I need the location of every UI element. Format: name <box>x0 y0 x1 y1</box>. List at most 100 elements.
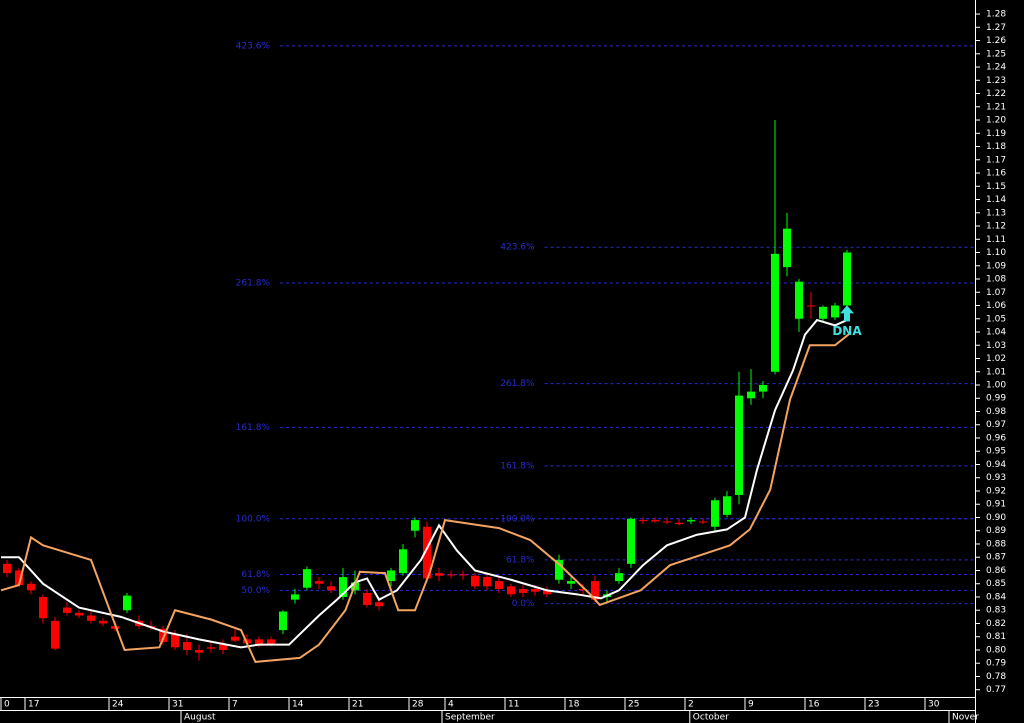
candle-body <box>795 281 803 319</box>
candle-body <box>687 520 695 522</box>
candle-body <box>291 594 299 600</box>
candle-body <box>219 644 227 650</box>
y-tick-label: 0.92 <box>986 486 1006 496</box>
candle-body <box>675 522 683 525</box>
fib-label: 100.0% <box>236 514 271 524</box>
y-tick-label: 1.14 <box>986 195 1006 205</box>
candle-body <box>783 228 791 268</box>
x-tick-label: 18 <box>568 700 580 710</box>
y-tick-label: 1.18 <box>986 142 1006 152</box>
y-tick-label: 0.87 <box>986 553 1006 563</box>
fib-label: 61.8% <box>506 555 535 565</box>
month-label: Nover <box>952 713 979 723</box>
candle-body <box>15 570 23 586</box>
candle-body <box>159 628 167 643</box>
candle-body <box>651 520 659 522</box>
y-tick-label: 0.86 <box>986 566 1006 576</box>
candle-body <box>39 596 47 619</box>
candle-body <box>87 615 95 621</box>
y-tick-label: 0.98 <box>986 407 1006 417</box>
y-tick-label: 1.02 <box>986 354 1006 364</box>
candle-body <box>831 305 839 318</box>
line-series <box>1 318 848 649</box>
y-tick-label: 0.83 <box>986 606 1006 616</box>
x-tick-label: 2 <box>688 700 694 710</box>
fib-label: 261.8% <box>236 278 271 288</box>
y-tick-label: 1.22 <box>986 89 1006 99</box>
y-tick-label: 1.01 <box>986 367 1006 377</box>
annotation-text: DNA <box>832 324 862 338</box>
fib-label: 61.8% <box>241 570 270 580</box>
candle-body <box>615 573 623 582</box>
fib-label: 423.6% <box>236 41 271 51</box>
fib-label: 161.8% <box>500 461 535 471</box>
y-tick-label: 1.11 <box>986 235 1006 245</box>
candle-body <box>639 520 647 522</box>
month-label: October <box>693 713 729 723</box>
candle-body <box>555 559 563 580</box>
candle-body <box>471 575 479 587</box>
y-tick-label: 1.25 <box>986 49 1006 59</box>
candle-body <box>435 573 443 576</box>
candle-body <box>171 634 179 648</box>
x-tick-label: 7 <box>232 700 238 710</box>
candle-body <box>123 595 131 611</box>
candle-body <box>711 500 719 527</box>
y-tick-label: 1.00 <box>986 380 1006 390</box>
y-tick-label: 1.08 <box>986 275 1006 285</box>
candle-body <box>579 589 587 591</box>
candle-body <box>3 563 11 574</box>
y-tick-label: 1.20 <box>986 116 1006 126</box>
x-tick-label: 0 <box>4 700 10 710</box>
y-tick-label: 1.21 <box>986 102 1006 112</box>
candle-body <box>747 391 755 399</box>
x-tick-label: 4 <box>448 700 454 710</box>
y-tick-label: 1.27 <box>986 23 1006 33</box>
candle-body <box>819 306 827 319</box>
y-tick-label: 1.15 <box>986 182 1006 192</box>
candle-body <box>339 577 347 597</box>
x-tick-label: 11 <box>508 700 519 710</box>
x-tick-label: 31 <box>172 700 183 710</box>
x-tick-label: 23 <box>868 700 879 710</box>
y-tick-label: 0.82 <box>986 619 1006 629</box>
y-tick-label: 0.85 <box>986 579 1006 589</box>
y-tick-label: 1.23 <box>986 76 1006 86</box>
candle-body <box>699 521 707 523</box>
candle-body <box>483 577 491 587</box>
candle-body <box>843 252 851 306</box>
fib-label: 161.8% <box>236 423 271 433</box>
y-tick-label: 1.28 <box>986 10 1006 20</box>
y-tick-label: 0.91 <box>986 500 1006 510</box>
y-tick-label: 1.03 <box>986 341 1006 351</box>
y-tick-label: 0.90 <box>986 513 1006 523</box>
candle-body <box>423 526 431 579</box>
candle-body <box>723 496 731 515</box>
y-tick-label: 1.13 <box>986 208 1006 218</box>
candle-body <box>507 586 515 595</box>
y-tick-label: 0.88 <box>986 539 1006 549</box>
candle-body <box>399 549 407 574</box>
fib-label: 50.0% <box>241 586 270 596</box>
y-tick-label: 1.12 <box>986 222 1006 232</box>
annotation-arrow <box>840 305 854 322</box>
x-tick-label: 25 <box>628 700 639 710</box>
x-tick-label: 17 <box>28 700 39 710</box>
candle-body <box>447 574 455 576</box>
y-tick-label: 1.17 <box>986 155 1006 165</box>
candle-body <box>315 581 323 584</box>
x-tick-label: 9 <box>748 700 754 710</box>
x-tick-label: 30 <box>928 700 940 710</box>
x-tick-label: 28 <box>412 700 424 710</box>
y-tick-label: 0.96 <box>986 433 1006 443</box>
month-label: August <box>184 713 216 723</box>
y-tick-label: 1.19 <box>986 129 1006 139</box>
candle-body <box>567 581 575 584</box>
candle-body <box>771 253 779 372</box>
y-tick-label: 0.78 <box>986 672 1006 682</box>
y-tick-label: 1.16 <box>986 169 1006 179</box>
fib-label: 423.6% <box>500 243 535 253</box>
x-tick-label: 16 <box>808 700 820 710</box>
